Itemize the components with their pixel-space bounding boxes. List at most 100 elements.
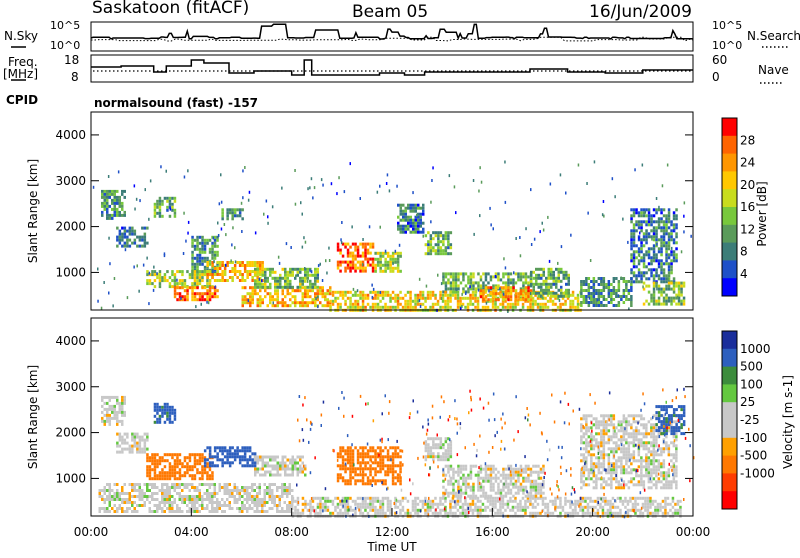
velocity-cell xyxy=(174,462,177,465)
power-cell xyxy=(630,280,633,283)
power-cell xyxy=(545,286,548,289)
velocity-cell xyxy=(149,510,152,513)
velocity-cell xyxy=(480,477,483,480)
power-cell xyxy=(369,306,372,309)
power-cell xyxy=(553,277,556,280)
velocity-cell xyxy=(244,498,247,501)
power-cell xyxy=(668,297,671,300)
power-cell xyxy=(658,262,661,265)
velocity-cell xyxy=(649,506,652,509)
power-cell xyxy=(322,279,324,282)
power-cell xyxy=(530,274,533,277)
power-cell xyxy=(432,237,435,240)
velocity-cell xyxy=(639,497,642,500)
velocity-cell xyxy=(407,509,410,512)
power-cell xyxy=(129,239,132,242)
power-cell xyxy=(482,298,485,301)
velocity-cell xyxy=(399,470,402,473)
power-cell xyxy=(254,292,257,295)
velocity-cell xyxy=(292,459,295,462)
velocity-cell xyxy=(294,468,297,471)
power-cell xyxy=(512,306,515,309)
velocity-cell xyxy=(455,471,458,474)
power-cell xyxy=(447,294,450,297)
velocity-cell xyxy=(119,411,122,414)
power-cell xyxy=(312,301,315,304)
velocity-cell xyxy=(392,467,395,470)
power-cell xyxy=(544,306,547,309)
power-cell xyxy=(209,295,212,298)
velocity-cell xyxy=(367,461,370,464)
power-cell xyxy=(538,268,541,271)
power-cell xyxy=(420,225,423,228)
power-cell xyxy=(487,272,490,275)
power-cell xyxy=(302,277,305,280)
velocity-cell xyxy=(209,474,212,477)
power-cell xyxy=(481,181,483,184)
velocity-cell xyxy=(169,489,172,492)
power-cell xyxy=(598,283,601,286)
power-cell xyxy=(683,297,686,300)
velocity-cell xyxy=(179,495,182,498)
power-cell xyxy=(362,294,365,297)
power-cell xyxy=(199,282,202,285)
power-cell xyxy=(317,277,320,280)
power-cell xyxy=(415,231,418,234)
velocity-cell xyxy=(429,506,432,509)
power-cell xyxy=(206,292,209,295)
power-cell xyxy=(174,279,177,282)
power-cell xyxy=(201,260,204,263)
velocity-cell xyxy=(254,461,257,464)
velocity-cell xyxy=(497,471,500,474)
power-cell xyxy=(630,304,633,307)
velocity-cell xyxy=(362,458,365,461)
power-cell xyxy=(469,294,472,297)
power-cell xyxy=(269,301,272,304)
power-cell xyxy=(665,300,668,303)
power-cell xyxy=(307,301,310,304)
power-cell xyxy=(211,264,214,267)
velocity-cell xyxy=(109,501,112,504)
velocity-cell xyxy=(362,452,365,455)
velocity-cell xyxy=(480,495,483,498)
velocity-cell xyxy=(567,500,570,503)
velocity-cell xyxy=(649,497,652,500)
velocity-cell xyxy=(257,462,260,465)
power-cell xyxy=(334,291,337,294)
power-cell xyxy=(625,280,628,283)
power-cell xyxy=(568,277,571,280)
velocity-cell xyxy=(121,423,124,426)
power-cell xyxy=(384,294,387,297)
velocity-cell xyxy=(191,477,194,480)
velocity-cell xyxy=(254,452,257,455)
velocity-cell xyxy=(510,474,513,477)
power-cell xyxy=(151,273,154,276)
power-cell xyxy=(507,303,510,306)
power-cell xyxy=(540,268,543,271)
velocity-cell xyxy=(384,455,387,458)
power-cell xyxy=(239,261,242,264)
velocity-cell xyxy=(236,501,239,504)
velocity-cell xyxy=(485,495,488,498)
power-cell xyxy=(317,280,320,283)
velocity-cell xyxy=(447,458,450,461)
velocity-cell xyxy=(432,440,435,443)
velocity-cell xyxy=(101,405,104,408)
nsky-strip: N.Sky 10^5 10^0 10^5 10^0 N.Search xyxy=(4,19,800,52)
power-cell xyxy=(630,259,633,262)
velocity-cell xyxy=(179,486,182,489)
velocity-cell xyxy=(274,468,277,471)
power-cell xyxy=(357,249,360,252)
power-cell xyxy=(397,258,400,261)
power-cell xyxy=(327,289,330,292)
power-cell xyxy=(121,236,124,239)
power-cell xyxy=(482,284,485,287)
power-cell xyxy=(324,304,327,307)
power-cell xyxy=(206,279,209,282)
velocity-cell xyxy=(510,483,513,486)
power-cell xyxy=(289,271,292,274)
power-cell xyxy=(114,202,117,205)
power-cell xyxy=(284,277,287,280)
velocity-cell xyxy=(164,471,167,474)
power-cell xyxy=(196,286,199,289)
